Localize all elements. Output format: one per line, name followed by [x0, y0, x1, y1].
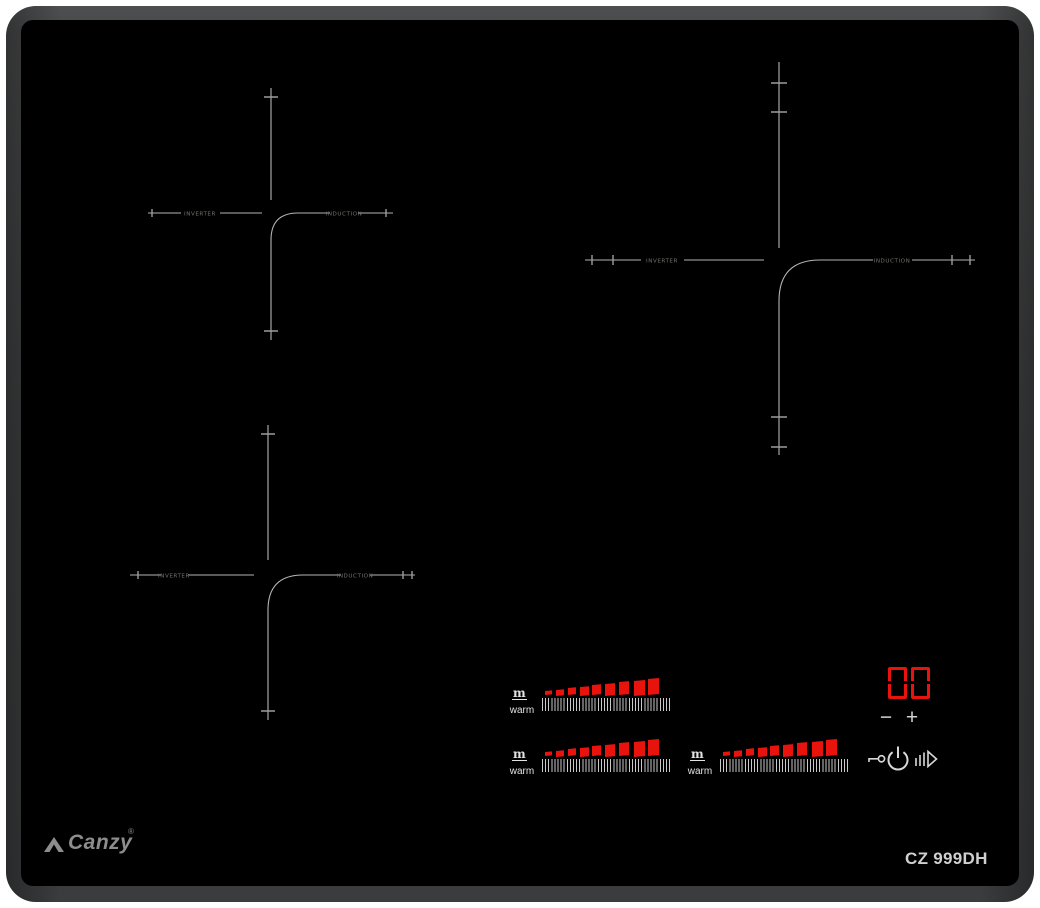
- minus-button[interactable]: −: [879, 706, 893, 729]
- brand-logo-mountain-icon: [44, 837, 64, 852]
- model-number: CZ 999DH: [905, 849, 988, 868]
- warm-label: warm: [509, 766, 535, 777]
- boost-icon[interactable]: [915, 749, 938, 769]
- slider-touch-strip[interactable]: [720, 759, 850, 772]
- key-lock-icon[interactable]: [868, 754, 886, 763]
- plus-button[interactable]: +: [905, 706, 919, 729]
- seven-segment-display: [888, 667, 930, 699]
- warm-icon[interactable]: m: [690, 747, 705, 761]
- power-slider-top-left-zone: m warm: [498, 739, 678, 797]
- slider-touch-strip[interactable]: [542, 698, 672, 711]
- warm-label: warm: [509, 705, 535, 716]
- power-slider-bottom-left-zone: m warm: [676, 739, 856, 797]
- power-level-ramp: [545, 736, 665, 756]
- warm-label: warm: [687, 766, 713, 777]
- power-level-ramp: [723, 736, 843, 756]
- warm-icon[interactable]: m: [512, 686, 527, 700]
- brand-name: Canzy: [68, 831, 133, 854]
- warm-icon[interactable]: m: [512, 747, 527, 761]
- power-level-ramp: [545, 675, 665, 695]
- power-icon[interactable]: [887, 746, 909, 771]
- power-slider-right-zone: m warm: [498, 678, 678, 736]
- slider-touch-strip[interactable]: [542, 759, 672, 772]
- registered-mark: ®: [128, 827, 134, 836]
- brand-logo: Canzy ®: [42, 827, 152, 858]
